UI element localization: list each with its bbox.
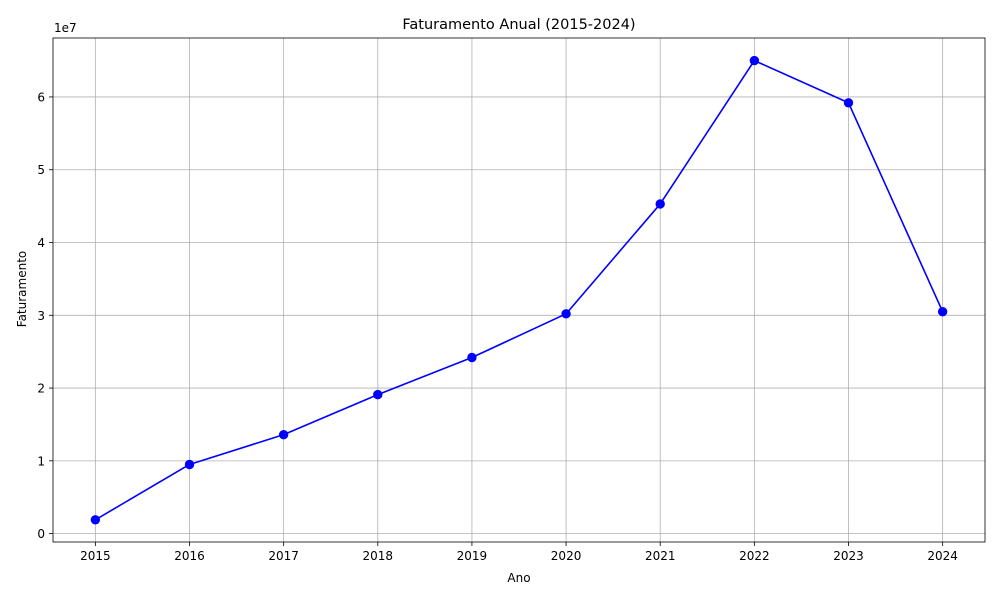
x-tick-label: 2021 — [645, 549, 676, 563]
y-tick-label: 6 — [37, 90, 45, 104]
x-tick-label: 2023 — [833, 549, 864, 563]
series — [90, 55, 948, 525]
data-point — [843, 98, 854, 108]
axes: 2015 2016 2017 2018 2019 2020 2021 2022 2023 2024… — [37, 37, 986, 563]
x-tick-label: 2019 — [457, 549, 488, 563]
data-point — [278, 429, 289, 440]
data-point — [184, 459, 195, 470]
data-point — [467, 352, 477, 363]
data-point — [655, 199, 665, 209]
y-tick-label: 4 — [37, 236, 45, 250]
chart-title: Faturamento Anual (2015-2024) — [402, 17, 635, 33]
data-point — [561, 309, 571, 319]
data-point — [373, 389, 383, 400]
y-tick-label: 3 — [37, 309, 45, 323]
data-point — [937, 306, 948, 317]
x-tick-label: 2022 — [739, 549, 770, 563]
x-tick-label: 2018 — [363, 549, 394, 563]
y-tick-label: 1 — [37, 454, 45, 468]
data-point — [749, 55, 760, 66]
x-tick-label: 2024 — [927, 549, 958, 563]
y-tick-label: 2 — [37, 382, 45, 396]
data-point — [90, 515, 101, 525]
y-tick-label: 0 — [37, 527, 45, 541]
x-tick-label: 2020 — [551, 549, 582, 563]
y-tick-label: 5 — [37, 163, 45, 177]
y-axis-label: Faturamento — [15, 251, 29, 327]
x-tick-label: 2016 — [174, 549, 205, 563]
series-line — [94, 59, 944, 521]
grid — [53, 38, 985, 542]
plot-frame — [52, 37, 986, 543]
x-axis-label: Ano — [507, 571, 530, 585]
x-tick-label: 2015 — [80, 549, 111, 563]
x-tick-label: 2017 — [268, 549, 299, 563]
y-scale-exponent: 1e7 — [54, 21, 77, 35]
